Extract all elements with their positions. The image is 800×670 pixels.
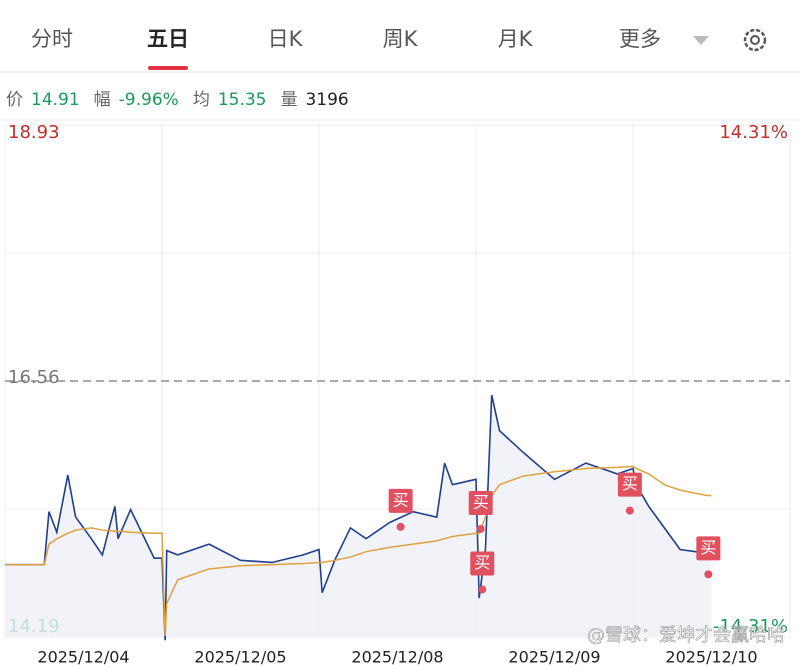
x-tick-label: 2025/12/05 (194, 648, 286, 667)
buy-badge (470, 551, 495, 576)
quote-value: 3196 (305, 90, 348, 110)
tab[interactable]: 更多 (619, 27, 661, 51)
x-tick-label: 2025/12/08 (351, 648, 443, 667)
tab[interactable]: 五日 (147, 27, 189, 51)
buy-badge (696, 536, 721, 561)
y2-tick-label: -14.31% (713, 616, 788, 637)
x-tick-label: 2025/12/04 (37, 648, 129, 667)
buy-dot (396, 522, 405, 531)
x-tick-label: 2025/12/10 (665, 648, 757, 667)
buy-badge (468, 490, 493, 515)
watermark: @雪球：爱坤才会赢哈哈 (587, 624, 785, 646)
quote-value: -9.96% (119, 90, 179, 110)
y-tick-label: 16.56 (8, 367, 60, 388)
buy-label: 买 (474, 553, 490, 572)
tab[interactable]: 月K (498, 27, 534, 51)
price-line (5, 394, 713, 641)
quote-value: 15.35 (218, 90, 267, 110)
buy-dot (476, 524, 485, 533)
buy-label: 买 (473, 492, 489, 511)
tab-indicator (148, 66, 188, 70)
quote-value: 14.91 (31, 90, 80, 110)
x-tick-label: 2025/12/09 (508, 648, 600, 667)
buy-label: 买 (393, 490, 409, 509)
buy-label: 买 (622, 474, 638, 493)
buy-badge (617, 472, 642, 497)
buy-label: 买 (700, 538, 716, 557)
tab[interactable]: 日K (268, 27, 304, 51)
settings-icon[interactable] (743, 28, 767, 52)
dropdown-icon[interactable] (693, 36, 709, 45)
quote-label: 均 (193, 90, 210, 110)
price-area (5, 395, 712, 641)
buy-dot (625, 506, 634, 515)
average-line (5, 465, 712, 636)
y-tick-label: 18.93 (8, 122, 60, 143)
buy-badge (388, 488, 413, 513)
tab[interactable]: 分时 (31, 27, 73, 51)
tab[interactable]: 周K (383, 27, 419, 51)
quote-label: 量 (280, 90, 297, 110)
quote-label: 幅 (94, 90, 111, 110)
tab-bar (0, 0, 800, 72)
buy-dot (704, 570, 713, 579)
y2-tick-label: 14.31% (719, 122, 788, 143)
quote-label: 价 (6, 90, 23, 110)
buy-dot (478, 585, 487, 594)
